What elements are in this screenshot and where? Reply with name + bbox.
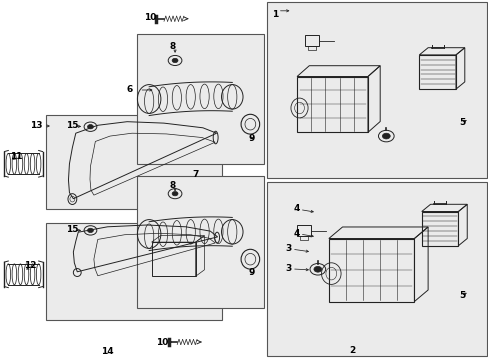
Text: 3: 3 — [285, 244, 291, 253]
Text: 4: 4 — [293, 204, 299, 213]
Text: 11: 11 — [10, 152, 22, 161]
Bar — [46, 115, 222, 209]
Bar — [300, 236, 307, 240]
Bar — [296, 225, 311, 236]
Text: 14: 14 — [101, 347, 114, 356]
Circle shape — [172, 192, 178, 196]
Text: 6: 6 — [126, 85, 133, 94]
Bar — [307, 46, 315, 50]
Bar — [266, 2, 486, 178]
Circle shape — [382, 133, 389, 139]
Circle shape — [313, 266, 321, 272]
Bar — [137, 176, 264, 308]
Text: 9: 9 — [248, 269, 254, 277]
Text: 12: 12 — [24, 261, 37, 270]
Text: 4: 4 — [293, 230, 299, 238]
Circle shape — [87, 125, 93, 129]
Text: 7: 7 — [192, 170, 199, 179]
Bar — [304, 35, 319, 46]
Text: 9: 9 — [248, 134, 254, 143]
Text: 8: 8 — [169, 42, 175, 51]
Bar — [151, 242, 195, 276]
Text: 13: 13 — [30, 121, 42, 130]
Bar — [421, 211, 458, 246]
Bar — [419, 55, 455, 89]
Bar — [328, 238, 414, 302]
Text: 5: 5 — [459, 118, 465, 127]
Text: 5: 5 — [459, 291, 465, 300]
Text: 3: 3 — [285, 264, 291, 273]
Bar — [46, 223, 222, 320]
Circle shape — [172, 58, 178, 63]
Text: 8: 8 — [169, 181, 175, 190]
Bar — [137, 34, 264, 164]
Text: 2: 2 — [348, 346, 354, 355]
Bar — [266, 182, 486, 356]
Text: 15: 15 — [66, 121, 79, 130]
Circle shape — [87, 228, 93, 233]
Text: 10: 10 — [144, 13, 156, 22]
Text: 10: 10 — [156, 338, 168, 347]
Text: 15: 15 — [66, 225, 79, 234]
Text: 1: 1 — [272, 10, 278, 19]
Bar — [297, 77, 367, 132]
